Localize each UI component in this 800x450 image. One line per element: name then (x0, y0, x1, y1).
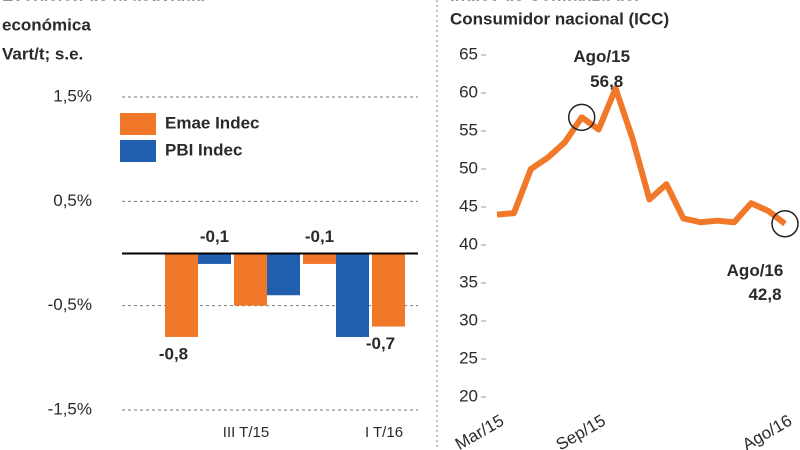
legend-label: Emae Indec (165, 113, 260, 132)
annotation: Ago/16 (727, 261, 784, 280)
y-tick-label: 55 (459, 120, 478, 139)
y-tick-label: 30 (459, 310, 478, 329)
data-label: -0,7 (366, 334, 395, 353)
y-tick-label: 20 (459, 386, 478, 405)
bar (267, 253, 300, 296)
x-tick-label: Mar/15 (452, 411, 507, 450)
data-label: 42,8 (748, 285, 781, 304)
annotation: Ago/15 (573, 47, 630, 66)
data-label: -0,1 (305, 227, 334, 246)
y-tick-label: 50 (459, 158, 478, 177)
bar (303, 253, 336, 264)
y-tick-label: 60 (459, 82, 478, 101)
y-tick-label: 45 (459, 196, 478, 215)
chart-title: económica (2, 15, 91, 34)
data-label: -0,1 (200, 227, 229, 246)
bar (372, 253, 405, 327)
chart-title: Consumidor nacional (ICC) (450, 9, 669, 28)
line (496, 85, 787, 227)
legend-swatch (120, 113, 156, 135)
legend-swatch (120, 140, 156, 162)
y-tick-label: 25 (459, 348, 478, 367)
y-tick-label: 65 (459, 44, 478, 63)
chart-subtitle: Vart/t; s.e. (2, 44, 83, 63)
y-tick-label: 35 (459, 272, 478, 291)
chart-title: Evolución de la actividad (2, 0, 205, 4)
y-tick-label: 0,5% (53, 191, 92, 210)
y-tick-label: -1,5% (48, 399, 92, 418)
y-tick-label: 40 (459, 234, 478, 253)
highlight-circle (567, 103, 596, 132)
y-tick-label: 1,5% (53, 86, 92, 105)
data-label: 56,8 (590, 72, 623, 91)
legend-label: PBI Indec (165, 140, 242, 159)
data-label: -0,8 (159, 344, 188, 363)
bar (234, 253, 267, 306)
x-tick-label: Ago/16 (739, 411, 795, 450)
highlight-circle (771, 209, 799, 238)
y-tick-label: -0,5% (48, 295, 92, 314)
x-tick-label: III T/15 (223, 424, 269, 441)
bar (165, 253, 198, 337)
bar (336, 253, 369, 337)
bar (198, 253, 231, 264)
chart-title: Índice de Confianza del (450, 0, 639, 4)
x-tick-label: Sep/15 (553, 411, 609, 450)
x-tick-label: I T/16 (365, 424, 403, 441)
